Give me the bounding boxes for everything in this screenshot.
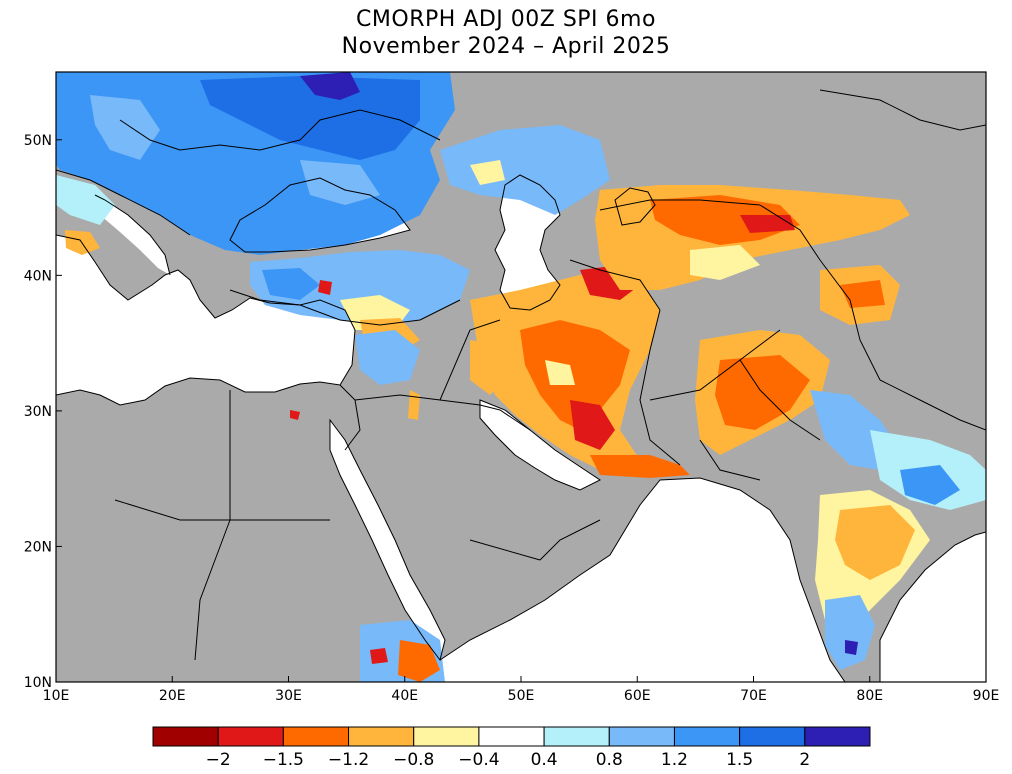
colorbar-tick-label: −2	[206, 750, 231, 770]
arabian-sea	[440, 478, 845, 682]
map-subtitle: November 2024 – April 2025	[341, 34, 671, 59]
colorbar-swatch	[608, 726, 675, 747]
x-tick-label: 20E	[159, 688, 186, 704]
colorbar-tick-label: 1.5	[726, 750, 753, 770]
y-tick-label: 40N	[24, 268, 52, 284]
y-tick-label: 50N	[24, 133, 52, 149]
colorbar-swatch	[152, 726, 219, 747]
colorbar-swatch	[478, 726, 545, 747]
colorbar-swatch	[217, 726, 284, 747]
y-axis: 10N 20N 30N 40N 50N	[24, 133, 62, 691]
colorbar-tick-label: −0.4	[458, 750, 499, 770]
x-tick-label: 40E	[391, 688, 418, 704]
adriatic-sea	[95, 195, 170, 275]
x-tick-label: 50E	[508, 688, 535, 704]
map-title: CMORPH ADJ 00Z SPI 6mo	[356, 7, 656, 32]
spi-field-wet-europe	[56, 72, 455, 255]
spi-field-caucasus	[440, 125, 610, 215]
colorbar-tick-label: 0.8	[596, 750, 623, 770]
x-tick-label: 70E	[740, 688, 767, 704]
spi-field-dry-iran	[470, 265, 690, 478]
colorbar-tick-label: −1.2	[328, 750, 369, 770]
colorbar-swatch	[282, 726, 350, 747]
y-tick-label: 30N	[24, 404, 52, 420]
colorbar-tick-label: 2	[799, 750, 810, 770]
map-plot-area	[56, 72, 986, 682]
spi-field-horn-africa	[360, 620, 445, 682]
x-tick-label: 30E	[275, 688, 302, 704]
colorbar-swatch	[413, 726, 480, 747]
colorbar-tick-label: −1.5	[263, 750, 304, 770]
colorbar-swatch	[543, 726, 610, 747]
red-sea	[330, 420, 445, 660]
colorbar-swatch	[348, 726, 415, 747]
colorbar-swatch	[804, 726, 871, 747]
spi-field-levant	[290, 330, 505, 420]
x-axis: 10E 20E 30E 40E 50E 60E 70E 80E 90E	[43, 676, 1000, 704]
spi-field-south-india	[815, 490, 930, 670]
y-tick-label: 10N	[24, 675, 52, 691]
bay-of-bengal	[880, 532, 986, 682]
colorbar-tick-label: 0.4	[531, 750, 558, 770]
coastlines	[56, 174, 986, 682]
y-tick-label: 20N	[24, 539, 52, 555]
colorbar-tick-label: 1.2	[661, 750, 688, 770]
x-tick-label: 60E	[624, 688, 651, 704]
mediterranean-sea	[56, 235, 355, 405]
x-tick-label: 90E	[973, 688, 1000, 704]
colorbar-swatch	[673, 726, 741, 747]
colorbar-tick-label: −0.8	[393, 750, 434, 770]
spi-field-central-asia	[595, 185, 910, 325]
persian-gulf	[480, 400, 600, 490]
x-tick-label: 80E	[856, 688, 883, 704]
colorbar-swatch	[739, 726, 806, 747]
x-tick-label: 10E	[43, 688, 70, 704]
